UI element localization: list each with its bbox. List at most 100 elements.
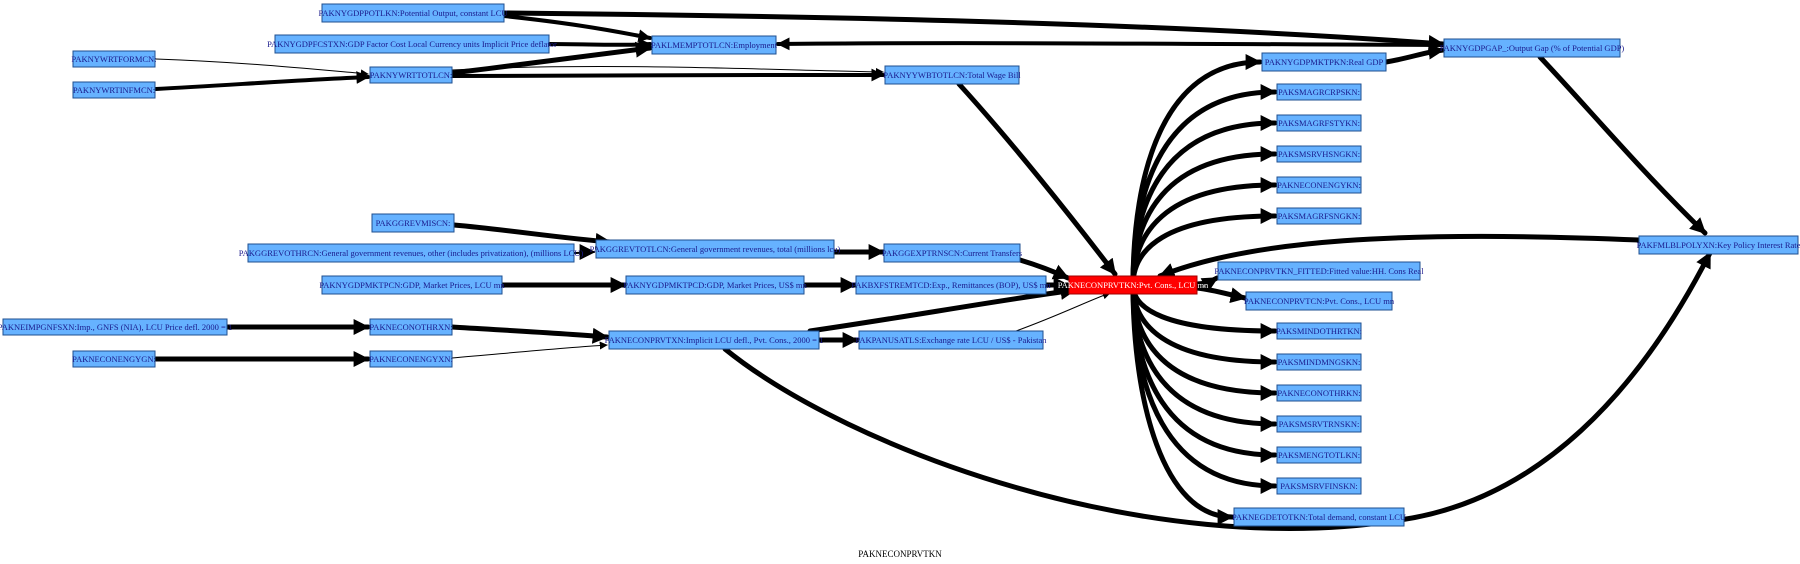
node-label: PAKNYWRTFORMCN:	[71, 54, 156, 64]
node-gdetot[interactable]: PAKNEGDETOTKN:Total demand, constant LCU	[1232, 507, 1406, 527]
node-box	[1276, 446, 1362, 464]
node-box	[883, 243, 1021, 263]
node-potout[interactable]: PAKNYGDPPOTLKN:Potential Output, constan…	[318, 3, 508, 23]
node-label: PAKNYYWBTOTLCN:Total Wage Bill	[883, 70, 1021, 80]
node-label: PAKGGEXPTRNSCN:Current Transfers	[882, 248, 1022, 258]
node-realgdp[interactable]: PAKNYGDPMKTPKN:Real GDP	[1261, 52, 1387, 72]
node-grevmisc[interactable]: PAKGGREVMISCN:	[371, 213, 455, 233]
node-grevoth[interactable]: PAKGGREVOTHRCN:General government revenu…	[239, 243, 584, 263]
node-prvtxn[interactable]: PAKNECONPRVTXN:Implicit LCU defl., Pvt. …	[605, 330, 824, 350]
node-box	[884, 65, 1020, 85]
edge-arrow	[449, 41, 653, 76]
node-mengtotl[interactable]: PAKSMENGTOTLKN:	[1276, 446, 1362, 464]
node-box	[72, 350, 156, 368]
node-msrvtrns[interactable]: PAKSMSRVTRNSKN:	[1276, 415, 1362, 433]
node-nengygn[interactable]: PAKNECONENGYGN:	[72, 350, 156, 368]
node-wrttot[interactable]: PAKNYWRTTOTLCN:	[369, 66, 453, 84]
edge-arrow	[449, 324, 610, 344]
node-box	[1233, 507, 1405, 527]
node-box	[651, 35, 777, 55]
node-center[interactable]: PAKNECONPRVTKN:Pvt. Cons., LCU mn	[1058, 275, 1209, 295]
node-box	[1068, 275, 1198, 295]
node-box	[1217, 261, 1421, 281]
node-neconeng[interactable]: PAKNECONENGYKN:	[1276, 176, 1362, 194]
node-label: PAKNYGDPMKTPCD:GDP, Market Prices, US$ m…	[623, 280, 807, 290]
node-msrvhsng[interactable]: PAKSMSRVHSNGKN:	[1276, 145, 1362, 163]
edge-arrow	[155, 58, 369, 78]
edge-arrow	[1130, 208, 1278, 288]
node-neconothkn[interactable]: PAKNECONOTHRKN:	[1276, 384, 1362, 402]
node-neimp[interactable]: PAKNEIMPGNFSXN:Imp., GNFS (NIA), LCU Pri…	[0, 318, 232, 336]
node-box	[855, 275, 1047, 295]
node-label: PAKSMAGRFSTYKN:	[1278, 118, 1360, 128]
node-box	[72, 81, 156, 99]
node-label: PAKNYGDPMKTPCN:GDP, Market Prices, LCU m…	[319, 280, 505, 290]
node-magrfsty[interactable]: PAKSMAGRFSTYKN:	[1276, 114, 1362, 132]
node-label: PAKNECONPRVTXN:Implicit LCU defl., Pvt. …	[605, 335, 824, 345]
node-neconothrx[interactable]: PAKNECONOTHRXN:	[369, 318, 453, 336]
node-remit[interactable]: PAKBXFSTREMTCD:Exp., Remittances (BOP), …	[851, 275, 1051, 295]
node-label: PAKGGREVMISCN:	[376, 218, 451, 228]
node-label: PAKNECONOTHRXN:	[369, 322, 452, 332]
node-box	[1276, 207, 1362, 225]
edge-arrow	[547, 38, 652, 52]
node-box	[1245, 291, 1393, 311]
node-policy[interactable]: PAKFMLBLPOLYXN:Key Policy Interest Rate	[1637, 235, 1800, 255]
node-pvtcons[interactable]: PAKNECONPRVTCN:Pvt. Cons., LCU mn	[1244, 291, 1395, 311]
node-wrtinf[interactable]: PAKNYWRTINFMCN:	[72, 81, 156, 99]
node-box	[321, 3, 505, 23]
node-box	[274, 34, 550, 54]
node-mindmng[interactable]: PAKSMINDMNGSKN:	[1276, 353, 1362, 371]
edge-arrow	[501, 10, 1446, 51]
node-box	[369, 318, 453, 336]
node-fitted[interactable]: PAKNECONPRVTKN_FITTED:Fitted value:HH. C…	[1214, 261, 1424, 281]
node-box	[369, 66, 453, 84]
node-box	[595, 239, 835, 259]
node-gap[interactable]: PAKNYGDPGAP_:Output Gap (% of Potential …	[1440, 38, 1625, 58]
node-lmemp[interactable]: PAKLMEMPTOTLCN:Employment	[651, 35, 778, 55]
node-label: PAKSMAGRCRPSKN:	[1278, 87, 1360, 97]
node-label: PAKSMAGRFSNGKN:	[1278, 211, 1361, 221]
node-magrcrp[interactable]: PAKSMAGRCRPSKN:	[1276, 83, 1362, 101]
node-exptrns[interactable]: PAKGGEXPTRNSCN:Current Transfers	[882, 243, 1022, 263]
node-label: PAKPANUSATLS:Exchange rate LCU / US$ - P…	[855, 335, 1047, 345]
node-box	[2, 318, 228, 336]
node-box	[371, 213, 455, 233]
edge-arrow	[450, 68, 885, 82]
node-nengyxn[interactable]: PAKNECONENGYXN:	[369, 350, 453, 368]
node-box	[72, 50, 156, 68]
node-label: PAKSMSRVHSNGKN:	[1278, 149, 1360, 159]
edge-arrow	[1157, 233, 1642, 279]
node-label: PAKSMINDMNGSKN:	[1278, 357, 1361, 367]
node-label: PAKSMENGTOTLKN:	[1278, 450, 1360, 460]
node-wagebill[interactable]: PAKNYYWBTOTLCN:Total Wage Bill	[883, 65, 1021, 85]
node-label: PAKNECONENGYXN:	[369, 354, 453, 364]
edge-arrow	[1130, 282, 1235, 525]
node-label: PAKSMSRVTRNSKN:	[1279, 419, 1360, 429]
node-wrtform[interactable]: PAKNYWRTFORMCN:	[71, 50, 157, 68]
node-label: PAKNECONENGYGN:	[72, 354, 156, 364]
node-box	[1443, 38, 1621, 58]
edge-arrow	[956, 81, 1118, 277]
node-msrvfins[interactable]: PAKSMSRVFINSKN:	[1276, 477, 1362, 495]
node-exch[interactable]: PAKPANUSATLS:Exchange rate LCU / US$ - P…	[855, 330, 1047, 350]
node-label: PAKNYWRTTOTLCN:	[370, 70, 453, 80]
node-box	[1276, 176, 1362, 194]
node-box	[1276, 477, 1362, 495]
node-label: PAKNECONPRVTCN:Pvt. Cons., LCU mn	[1244, 296, 1395, 306]
node-gdpfcs[interactable]: PAKNYGDPFCSTXN:GDP Factor Cost Local Cur…	[267, 34, 557, 54]
node-magrfsng[interactable]: PAKSMAGRFSNGKN:	[1276, 207, 1362, 225]
node-gdpmktpcn[interactable]: PAKNYGDPMKTPCN:GDP, Market Prices, LCU m…	[319, 275, 505, 295]
node-label: PAKNEGDETOTKN:Total demand, constant LCU	[1232, 512, 1406, 522]
node-label: PAKLMEMPTOTLCN:Employment	[651, 40, 778, 50]
edge-arrow	[1194, 285, 1248, 304]
node-box	[1276, 415, 1362, 433]
edge-arrow	[1194, 275, 1220, 293]
node-label: PAKFMLBLPOLYXN:Key Policy Interest Rate	[1637, 240, 1800, 250]
node-mindoth[interactable]: PAKSMINDOTHRTKN:	[1276, 322, 1362, 340]
node-grevtot[interactable]: PAKGGREVTOTLCN:General government revenu…	[590, 239, 841, 259]
node-label: PAKGGREVOTHRCN:General government revenu…	[239, 248, 584, 258]
node-gdpmktpcd[interactable]: PAKNYGDPMKTPCD:GDP, Market Prices, US$ m…	[623, 275, 807, 295]
node-box	[608, 330, 820, 350]
node-label: PAKNECONPRVTKN:Pvt. Cons., LCU mn	[1058, 280, 1209, 290]
